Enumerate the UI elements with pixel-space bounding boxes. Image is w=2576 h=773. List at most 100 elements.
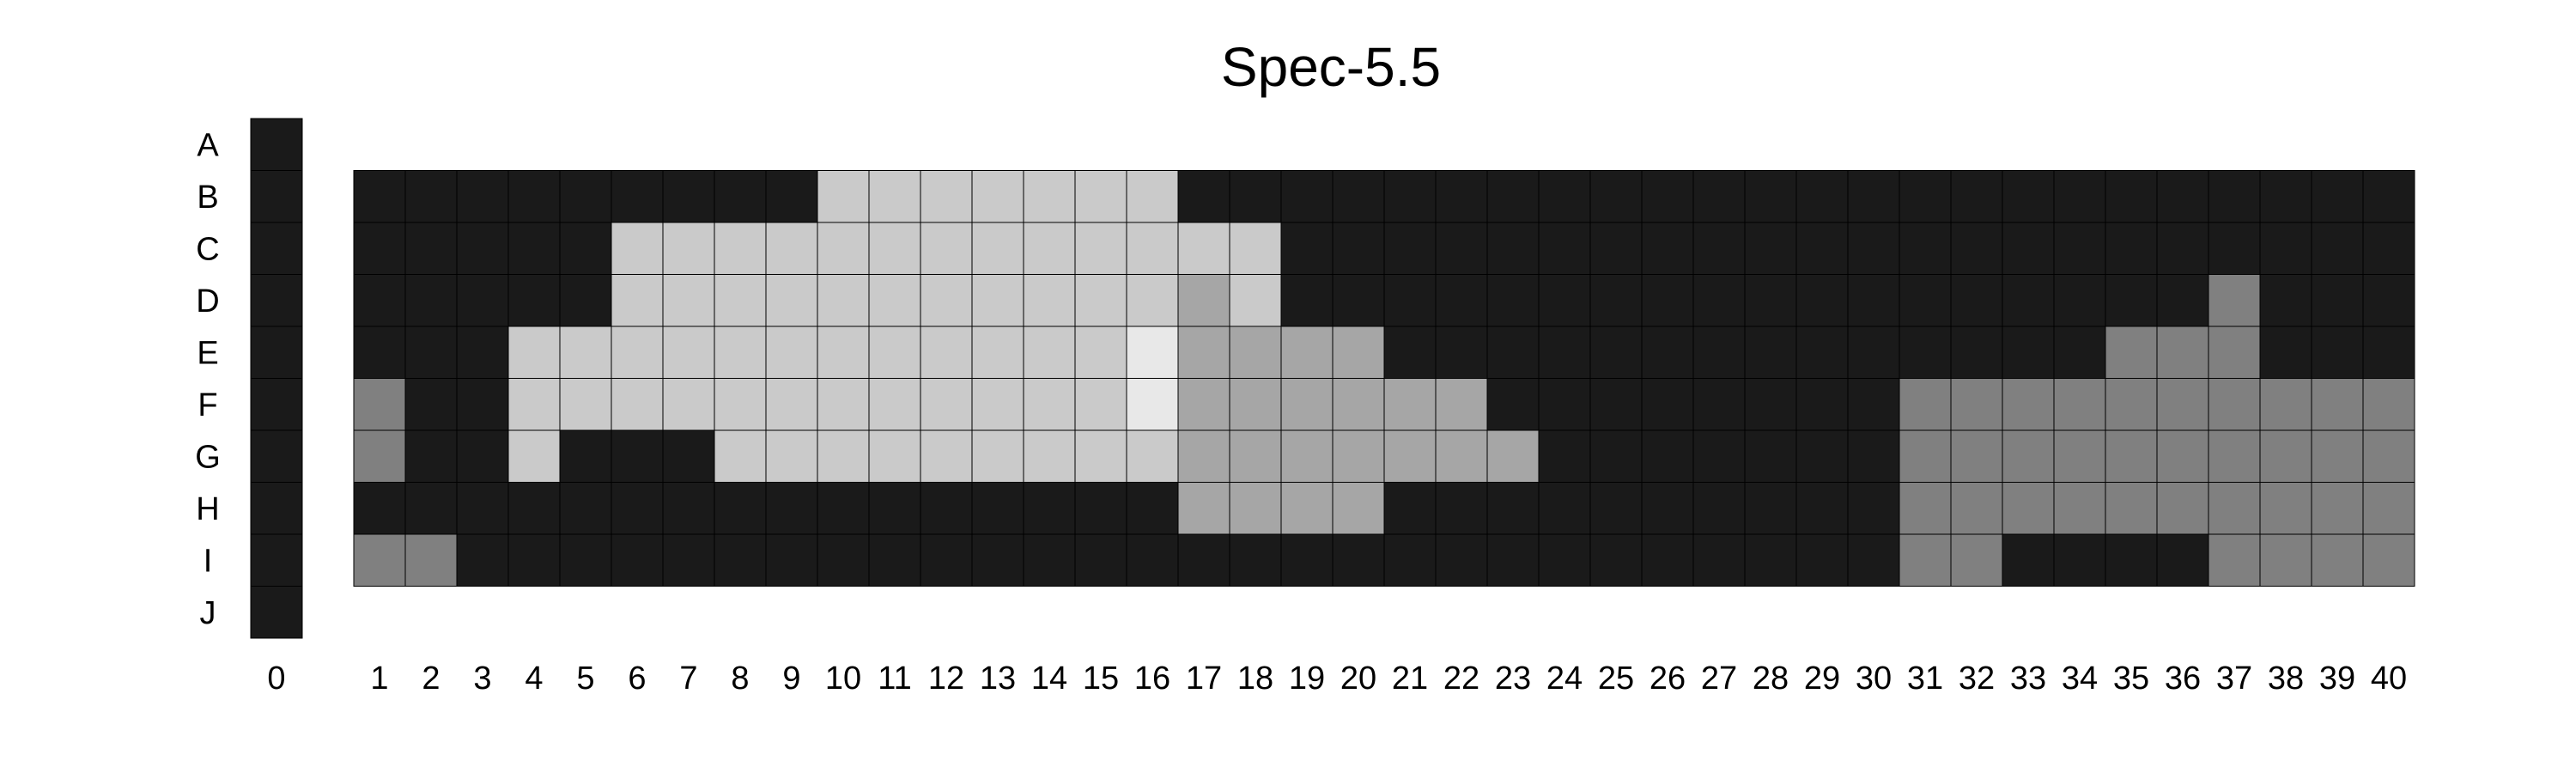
cell-c-37 bbox=[2208, 222, 2261, 275]
cell-h-13 bbox=[971, 482, 1024, 535]
cell-i-15 bbox=[1074, 533, 1127, 587]
cell-e-33 bbox=[2002, 326, 2055, 379]
cell-f-25 bbox=[1589, 378, 1643, 431]
cell-d-15 bbox=[1074, 274, 1127, 327]
cell-b-22 bbox=[1435, 170, 1488, 223]
cell-d-1 bbox=[353, 274, 406, 327]
cell-h-1 bbox=[353, 482, 406, 535]
column-label-27: 27 bbox=[1701, 660, 1737, 697]
cell-c-29 bbox=[1795, 222, 1849, 275]
cell-g-29 bbox=[1795, 429, 1849, 483]
column-label-38: 38 bbox=[2268, 660, 2304, 697]
index-cell-j bbox=[250, 586, 303, 639]
cell-f-9 bbox=[765, 378, 818, 431]
index-cell-b bbox=[250, 170, 303, 223]
cell-i-5 bbox=[559, 533, 612, 587]
cell-b-40 bbox=[2362, 170, 2415, 223]
cell-f-39 bbox=[2311, 378, 2364, 431]
cell-d-40 bbox=[2362, 274, 2415, 327]
cell-c-20 bbox=[1332, 222, 1385, 275]
cell-d-2 bbox=[404, 274, 458, 327]
index-cell-g bbox=[250, 429, 303, 483]
cell-i-17 bbox=[1177, 533, 1230, 587]
cell-b-5 bbox=[559, 170, 612, 223]
cell-d-13 bbox=[971, 274, 1024, 327]
cell-e-1 bbox=[353, 326, 406, 379]
cell-h-6 bbox=[611, 482, 664, 535]
cell-d-27 bbox=[1692, 274, 1746, 327]
cell-d-28 bbox=[1744, 274, 1797, 327]
cell-f-5 bbox=[559, 378, 612, 431]
cell-c-7 bbox=[662, 222, 715, 275]
cell-b-18 bbox=[1229, 170, 1282, 223]
cell-f-32 bbox=[1950, 378, 2003, 431]
cell-c-4 bbox=[507, 222, 561, 275]
column-label-33: 33 bbox=[2010, 660, 2046, 697]
cell-i-13 bbox=[971, 533, 1024, 587]
cell-h-35 bbox=[2105, 482, 2158, 535]
cell-g-33 bbox=[2002, 429, 2055, 483]
cell-b-32 bbox=[1950, 170, 2003, 223]
heatmap-grid bbox=[353, 170, 2415, 587]
cell-b-38 bbox=[2259, 170, 2312, 223]
column-label-14: 14 bbox=[1031, 660, 1067, 697]
index-cell-i bbox=[250, 533, 303, 587]
cell-i-28 bbox=[1744, 533, 1797, 587]
cell-c-32 bbox=[1950, 222, 2003, 275]
cell-f-18 bbox=[1229, 378, 1282, 431]
cell-d-30 bbox=[1847, 274, 1900, 327]
column-label-37: 37 bbox=[2216, 660, 2252, 697]
cell-c-26 bbox=[1641, 222, 1694, 275]
cell-e-22 bbox=[1435, 326, 1488, 379]
column-label-4: 4 bbox=[525, 660, 543, 697]
column-label-10: 10 bbox=[825, 660, 861, 697]
cell-f-26 bbox=[1641, 378, 1694, 431]
cell-e-28 bbox=[1744, 326, 1797, 379]
cell-b-7 bbox=[662, 170, 715, 223]
cell-g-26 bbox=[1641, 429, 1694, 483]
cell-i-10 bbox=[817, 533, 870, 587]
cell-i-3 bbox=[456, 533, 509, 587]
cell-g-9 bbox=[765, 429, 818, 483]
cell-c-21 bbox=[1383, 222, 1437, 275]
column-label-17: 17 bbox=[1186, 660, 1222, 697]
cell-d-29 bbox=[1795, 274, 1849, 327]
cell-g-2 bbox=[404, 429, 458, 483]
cell-h-10 bbox=[817, 482, 870, 535]
cell-e-13 bbox=[971, 326, 1024, 379]
cell-i-32 bbox=[1950, 533, 2003, 587]
cell-c-17 bbox=[1177, 222, 1230, 275]
cell-i-12 bbox=[920, 533, 973, 587]
row-label-j: J bbox=[200, 595, 216, 631]
cell-f-21 bbox=[1383, 378, 1437, 431]
cell-b-27 bbox=[1692, 170, 1746, 223]
cell-b-25 bbox=[1589, 170, 1643, 223]
row-label-e: E bbox=[197, 335, 218, 371]
cell-b-29 bbox=[1795, 170, 1849, 223]
cell-i-40 bbox=[2362, 533, 2415, 587]
cell-h-22 bbox=[1435, 482, 1488, 535]
cell-f-33 bbox=[2002, 378, 2055, 431]
cell-f-24 bbox=[1538, 378, 1591, 431]
cell-f-10 bbox=[817, 378, 870, 431]
column-label-0: 0 bbox=[267, 660, 285, 697]
cell-e-12 bbox=[920, 326, 973, 379]
cell-e-7 bbox=[662, 326, 715, 379]
row-label-g: G bbox=[195, 439, 221, 475]
cell-i-25 bbox=[1589, 533, 1643, 587]
cell-g-7 bbox=[662, 429, 715, 483]
cell-e-9 bbox=[765, 326, 818, 379]
column-label-40: 40 bbox=[2371, 660, 2407, 697]
cell-d-9 bbox=[765, 274, 818, 327]
cell-c-15 bbox=[1074, 222, 1127, 275]
cell-i-24 bbox=[1538, 533, 1591, 587]
cell-d-16 bbox=[1126, 274, 1179, 327]
column-label-30: 30 bbox=[1856, 660, 1892, 697]
cell-d-12 bbox=[920, 274, 973, 327]
cell-d-20 bbox=[1332, 274, 1385, 327]
cell-g-36 bbox=[2156, 429, 2209, 483]
cell-f-2 bbox=[404, 378, 458, 431]
cell-f-3 bbox=[456, 378, 509, 431]
column-label-12: 12 bbox=[928, 660, 964, 697]
cell-c-11 bbox=[868, 222, 921, 275]
